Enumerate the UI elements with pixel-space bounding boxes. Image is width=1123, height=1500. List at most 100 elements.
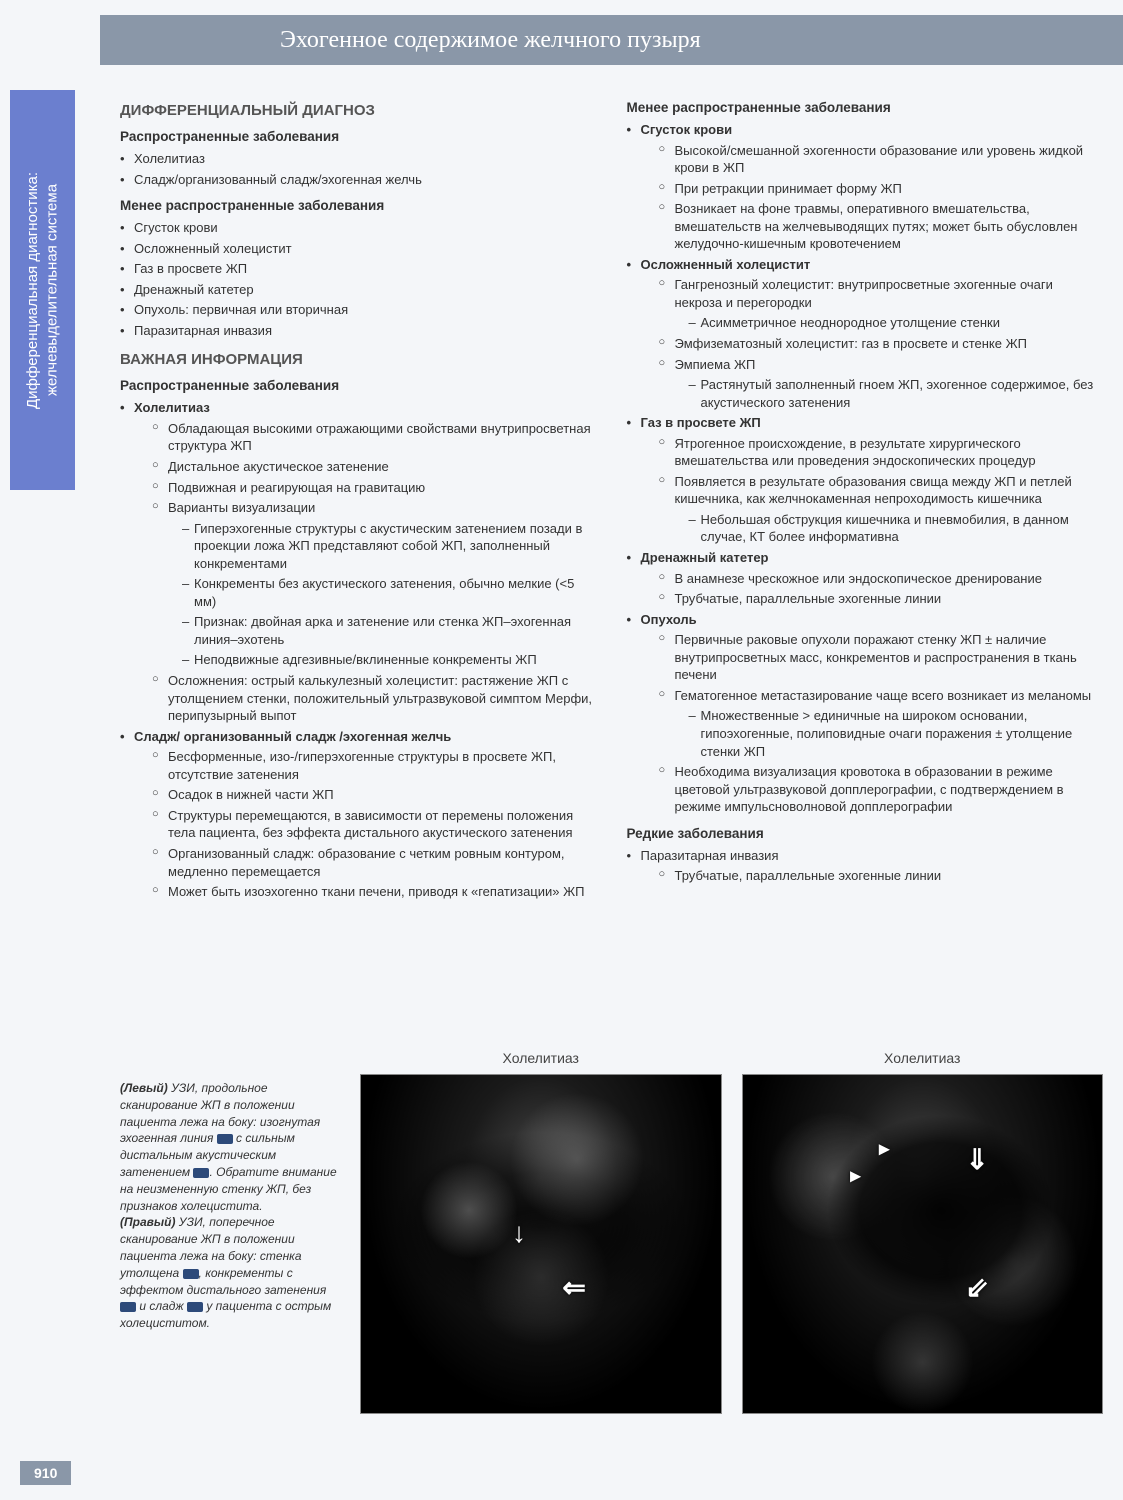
list-item: Высокой/смешанной эхогенности образовани… [659,142,1104,177]
list-item: Осложнения: острый калькулезный холецист… [152,672,597,725]
us-noise [743,1075,1103,1413]
list-item-clot: Сгусток крови Высокой/смешанной эхогенно… [627,121,1104,253]
header-bar: Эхогенное содержимое желчного пузыря [100,15,1123,65]
ref-icon [217,1134,233,1144]
list-item: Появляется в результате образования свищ… [659,473,1104,546]
header-title: Эхогенное содержимое желчного пузыря [280,27,701,54]
list-item: Холелитиаз [120,150,597,168]
ultrasound-panel-left: Холелитиаз ↓ ⇐ [360,1050,722,1414]
list-item: Осложненный холецистит [120,240,597,258]
list-item: Небольшая обструкция кишечника и пневмоб… [689,511,1104,546]
chole-sub-text: Гангренозный холецистит: внутрипросветны… [675,277,1053,310]
subhead-rare: Редкие заболевания [627,826,1104,841]
list-item: Эмфизематозный холецистит: газ в просвет… [659,335,1104,353]
list-item: При ретракции принимает форму ЖП [659,180,1104,198]
list-item: Организованный сладж: образование с четк… [152,845,597,880]
list-item: Сладж/организованный сладж/эхогенная жел… [120,171,597,189]
ultrasound-image-left: ↓ ⇐ [360,1074,722,1414]
heading-diff-diag: ДИФФЕРЕНЦИАЛЬНЫЙ ДИАГНОЗ [120,102,597,119]
arrow-icon: ⇙ [965,1271,988,1304]
list-item: Необходима визуализация кровотока в обра… [659,763,1104,816]
us-title-1: Холелитиаз [360,1050,722,1066]
caption-box: (Левый) УЗИ, продольное сканирование ЖП … [120,1050,340,1332]
list-item: Гангренозный холецистит: внутрипросветны… [659,276,1104,332]
drain-title: Дренажный катетер [641,550,769,565]
caption-left-bold: (Левый) [120,1081,168,1095]
list-item: Структуры перемещаются, в зависимости от… [152,807,597,842]
list-item: Варианты визуализации Гиперэхогенные стр… [152,499,597,669]
list-item-chole: Осложненный холецистит Гангренозный холе… [627,256,1104,411]
list-item: Множественные > единичные на широком осн… [689,707,1104,760]
variants-label: Варианты визуализации [168,500,315,515]
ref-icon [183,1269,199,1279]
side-tab: Дифференциальная диагностика: желчевыдел… [10,90,75,490]
list-item: Гематогенное метастазирование чаще всего… [659,687,1104,760]
list-item: Признак: двойная арка и затенение или ст… [182,613,597,648]
ref-icon [187,1302,203,1312]
us-noise [361,1075,721,1413]
tumor-text: Гематогенное метастазирование чаще всего… [675,688,1092,703]
list-item: Опухоль: первичная или вторичная [120,301,597,319]
list-item-paras: Паразитарная инвазия Трубчатые, параллел… [627,847,1104,885]
list-item: Может быть изоэхогенно ткани печени, при… [152,883,597,901]
subhead-less-common: Менее распространенные заболевания [120,198,597,213]
page-number: 910 [20,1461,71,1485]
list-item: В анамнезе чрескожное или эндоскопическо… [659,570,1104,588]
subhead-common2: Распространенные заболевания [120,378,597,393]
list-rare: Паразитарная инвазия Трубчатые, параллел… [627,847,1104,885]
arrow-icon: ▸ [850,1163,860,1188]
list-item: Возникает на фоне травмы, оперативного в… [659,200,1104,253]
images-row: (Левый) УЗИ, продольное сканирование ЖП … [120,1050,1103,1414]
ref-icon [193,1168,209,1178]
right-column: Менее распространенные заболевания Сгуст… [627,90,1104,904]
tumor-title: Опухоль [641,612,697,627]
ref-icon [120,1302,136,1312]
chole-title: Осложненный холецистит [641,257,811,272]
list-item: Гиперэхогенные структуры с акустическим … [182,520,597,573]
list-item-gas: Газ в просвете ЖП Ятрогенное происхожден… [627,414,1104,546]
list-right: Сгусток крови Высокой/смешанной эхогенно… [627,121,1104,816]
content-area: ДИФФЕРЕНЦИАЛЬНЫЙ ДИАГНОЗ Распространенны… [120,90,1103,904]
gas-text: Появляется в результате образования свищ… [675,474,1072,507]
list-less-common: Сгусток крови Осложненный холецистит Газ… [120,219,597,339]
list-item: Дистальное акустическое затенение [152,458,597,476]
list-item: Подвижная и реагирующая на гравитацию [152,479,597,497]
heading-important: ВАЖНАЯ ИНФОРМАЦИЯ [120,351,597,368]
ultrasound-panel-right: Холелитиаз ▸ ▸ ⇓ ⇙ [742,1050,1104,1414]
arrow-icon: ↓ [512,1217,526,1249]
list-item: Ятрогенное происхождение, в результате х… [659,435,1104,470]
caption-text: и сладж [136,1299,187,1313]
list-item-tumor: Опухоль Первичные раковые опухоли поража… [627,611,1104,816]
list-chol: Холелитиаз Обладающая высокими отражающи… [120,399,597,900]
caption-right-bold: (Правый) [120,1215,175,1229]
sludge-title: Сладж/ организованный сладж /эхогенная ж… [134,729,451,744]
list-item: Осадок в нижней части ЖП [152,786,597,804]
arrow-icon: ▸ [879,1136,889,1161]
subhead-less-common-r: Менее распространенные заболевания [627,100,1104,115]
list-item: Обладающая высокими отражающими свойства… [152,420,597,455]
list-item-drain: Дренажный катетер В анамнезе чрескожное … [627,549,1104,608]
us-title-2: Холелитиаз [742,1050,1104,1066]
list-item: Растянутый заполненный гноем ЖП, эхогенн… [689,376,1104,411]
paras-title: Паразитарная инвазия [641,848,779,863]
left-column: ДИФФЕРЕНЦИАЛЬНЫЙ ДИАГНОЗ Распространенны… [120,90,597,904]
list-item: Трубчатые, параллельные эхогенные линии [659,867,1104,885]
list-item: Конкременты без акустического затенения,… [182,575,597,610]
clot-title: Сгусток крови [641,122,733,137]
list-item: Первичные раковые опухоли поражают стенк… [659,631,1104,684]
list-item: Газ в просвете ЖП [120,260,597,278]
list-item: Асимметричное неоднородное утолщение сте… [689,314,1104,332]
list-item: Бесформенные, изо-/гиперэхогенные структ… [152,748,597,783]
list-item: Трубчатые, параллельные эхогенные линии [659,590,1104,608]
subhead-common: Распространенные заболевания [120,129,597,144]
list-item: Дренажный катетер [120,281,597,299]
list-item-sludge: Сладж/ организованный сладж /эхогенная ж… [120,728,597,901]
list-item-chol: Холелитиаз Обладающая высокими отражающи… [120,399,597,724]
ultrasound-image-right: ▸ ▸ ⇓ ⇙ [742,1074,1104,1414]
list-item: Паразитарная инвазия [120,322,597,340]
list-common: Холелитиаз Сладж/организованный сладж/эх… [120,150,597,188]
side-tab-text: Дифференциальная диагностика: желчевыдел… [23,171,62,408]
chol-title: Холелитиаз [134,400,210,415]
chole-emp: Эмпиема ЖП [675,357,756,372]
list-item: Сгусток крови [120,219,597,237]
